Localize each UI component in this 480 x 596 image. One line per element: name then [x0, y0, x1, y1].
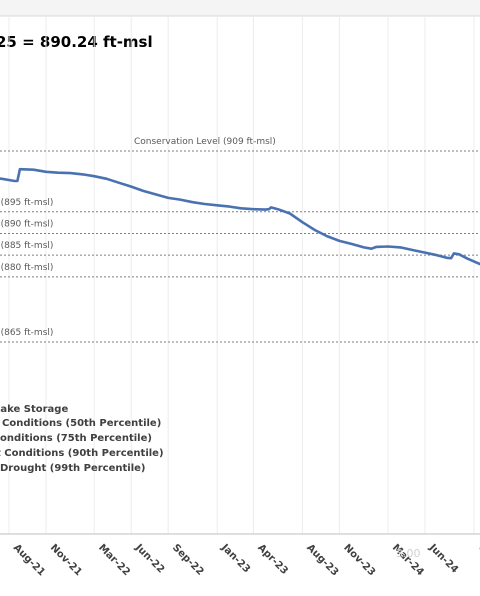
grid-lines — [8, 16, 475, 534]
level-label-4: 4 (880 ft-msl) — [0, 263, 53, 273]
level-label-2: 2 (890 ft-msl) — [0, 219, 53, 229]
level-label-3: 3 (885 ft-msl) — [0, 241, 53, 251]
watermark-text: 3.00 — [396, 547, 421, 560]
legend-item-99th: Drought (99th Percentile) — [0, 463, 146, 474]
legend-item-lake-storage: Lake Storage — [0, 404, 68, 415]
top-strip — [0, 0, 480, 16]
series-line-0 — [0, 167, 480, 266]
reference-levels: Conservation Level (909 ft-msl) 1 (895 ft… — [0, 137, 480, 343]
legend: Lake Storage Conditions (50th Percentile… — [0, 404, 164, 474]
level-label-5: 5 (865 ft-msl) — [0, 328, 53, 338]
level-label-0: Conservation Level (909 ft-msl) — [134, 137, 276, 147]
legend-item-90th: t Conditions (90th Percentile) — [0, 448, 164, 459]
level-label-1: 1 (895 ft-msl) — [0, 198, 53, 208]
series-group — [0, 167, 480, 266]
legend-item-75th: onditions (75th Percentile) — [0, 433, 152, 444]
chart-title: 25 = 890.24 ft-msl — [0, 33, 153, 51]
legend-item-50th: Conditions (50th Percentile) — [2, 418, 161, 429]
